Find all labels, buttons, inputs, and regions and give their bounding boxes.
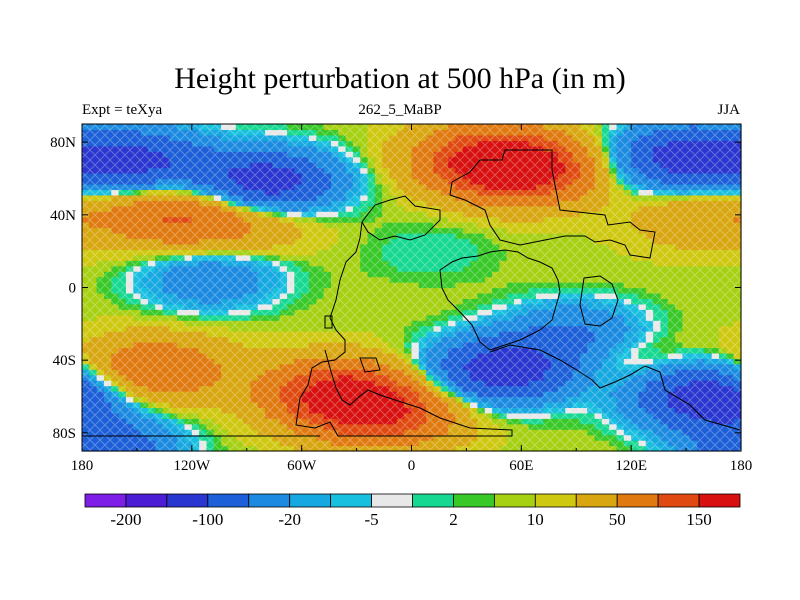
season-label: JJA bbox=[717, 102, 740, 118]
case-label: 262_5_MaBP bbox=[358, 102, 442, 118]
experiment-label: Expt = teXya bbox=[82, 102, 163, 118]
chart-title: Height perturbation at 500 hPa (in m) bbox=[174, 62, 626, 95]
